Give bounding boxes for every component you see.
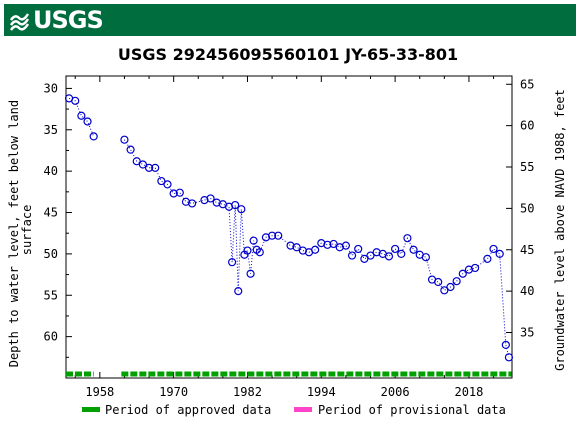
x-tick-label: 1982 [233, 385, 262, 399]
series-lines [68, 97, 510, 358]
y-right-tick-label: 45 [520, 243, 534, 257]
data-points [64, 94, 514, 362]
data-point [341, 241, 351, 250]
usgs-banner: USGS [4, 4, 576, 36]
data-point [434, 277, 443, 287]
data-point [138, 160, 147, 169]
y-right-tick-label: 50 [520, 201, 534, 215]
data-point [440, 286, 449, 295]
data-point [89, 132, 98, 141]
plot-area [65, 75, 513, 379]
data-point [403, 234, 412, 243]
data-point [366, 251, 375, 260]
y-right-tick-label: 40 [520, 284, 534, 298]
axis-ticks: 1958 1970 1982 1994 2006 2018 30 35 40 45 50 55 60 35… [44, 76, 534, 399]
data-point [360, 254, 369, 263]
data-point [188, 199, 197, 208]
data-point [483, 254, 492, 263]
y-left-tick-label: 50 [44, 247, 58, 261]
legend-approved-swatch [82, 407, 100, 412]
data-point [227, 258, 237, 267]
data-point [249, 236, 258, 245]
y-left-tick-label: 60 [44, 330, 58, 344]
y-right-tick-label: 35 [520, 325, 534, 339]
series-line [68, 97, 510, 358]
data-point [311, 245, 320, 254]
data-point [504, 353, 514, 362]
usgs-logo-text: USGS [33, 6, 104, 34]
data-point [458, 269, 467, 278]
data-point [397, 249, 406, 258]
data-point [452, 277, 461, 286]
data-point [83, 117, 92, 126]
data-point [234, 287, 243, 296]
data-point [151, 163, 160, 172]
data-point [274, 231, 283, 240]
data-point [175, 188, 184, 197]
x-tick-label: 1970 [159, 385, 188, 399]
data-point [157, 176, 166, 186]
data-point [495, 249, 504, 258]
y-axis-label-left: Depth to water level, feet below land su… [7, 93, 34, 368]
data-point [409, 245, 418, 254]
data-point [267, 231, 277, 240]
y-left-tick-label: 40 [44, 164, 58, 178]
x-tick-label: 1994 [307, 385, 336, 399]
usgs-wave-icon [10, 9, 30, 31]
data-point [77, 111, 86, 120]
data-point [169, 189, 178, 198]
legend-approved-label: Period of approved data [105, 403, 271, 417]
legend-provisional-swatch [294, 407, 312, 412]
y-left-tick-label: 30 [44, 81, 58, 95]
data-point [255, 248, 264, 257]
data-point [144, 163, 154, 172]
data-point [246, 269, 255, 278]
chart-title: USGS 292456095560101 JY-65-33-801 [118, 45, 458, 64]
data-point [470, 263, 480, 273]
data-point [323, 240, 332, 249]
y-left-tick-label: 45 [44, 206, 58, 220]
data-point [354, 244, 363, 254]
data-point [126, 145, 135, 154]
data-point [206, 194, 215, 203]
y-right-tick-label: 55 [520, 160, 534, 174]
y-left-tick-label: 35 [44, 123, 58, 137]
usgs-logo[interactable]: USGS [10, 6, 104, 34]
data-point [391, 244, 400, 254]
data-point [446, 282, 455, 292]
data-point [163, 180, 172, 189]
data-point [231, 200, 240, 210]
data-point [329, 239, 338, 249]
data-point [132, 157, 141, 166]
y-axis-label-left-line2: surface [20, 205, 34, 256]
data-point [489, 244, 498, 254]
data-point [237, 205, 246, 214]
y-left-tick-label: 55 [44, 288, 58, 302]
data-point [292, 243, 301, 252]
y-right-tick-label: 65 [520, 77, 534, 91]
legend-provisional-label: Period of provisional data [318, 403, 506, 417]
data-point [347, 251, 357, 260]
data-point [71, 96, 80, 105]
data-point [421, 253, 430, 262]
data-point [501, 340, 510, 350]
data-point [120, 135, 129, 144]
y-right-tick-label: 60 [520, 119, 534, 133]
legend: Period of approved data Period of provis… [82, 403, 506, 417]
data-point [384, 252, 394, 261]
x-tick-label: 2006 [381, 385, 410, 399]
x-tick-label: 2018 [454, 385, 483, 399]
y-axis-label-right: Groundwater level above NAVD 1988, feet [553, 89, 567, 371]
data-point [243, 246, 252, 255]
y-axis-label-left-line1: Depth to water level, feet below land [7, 100, 21, 367]
x-tick-label: 1958 [85, 385, 114, 399]
